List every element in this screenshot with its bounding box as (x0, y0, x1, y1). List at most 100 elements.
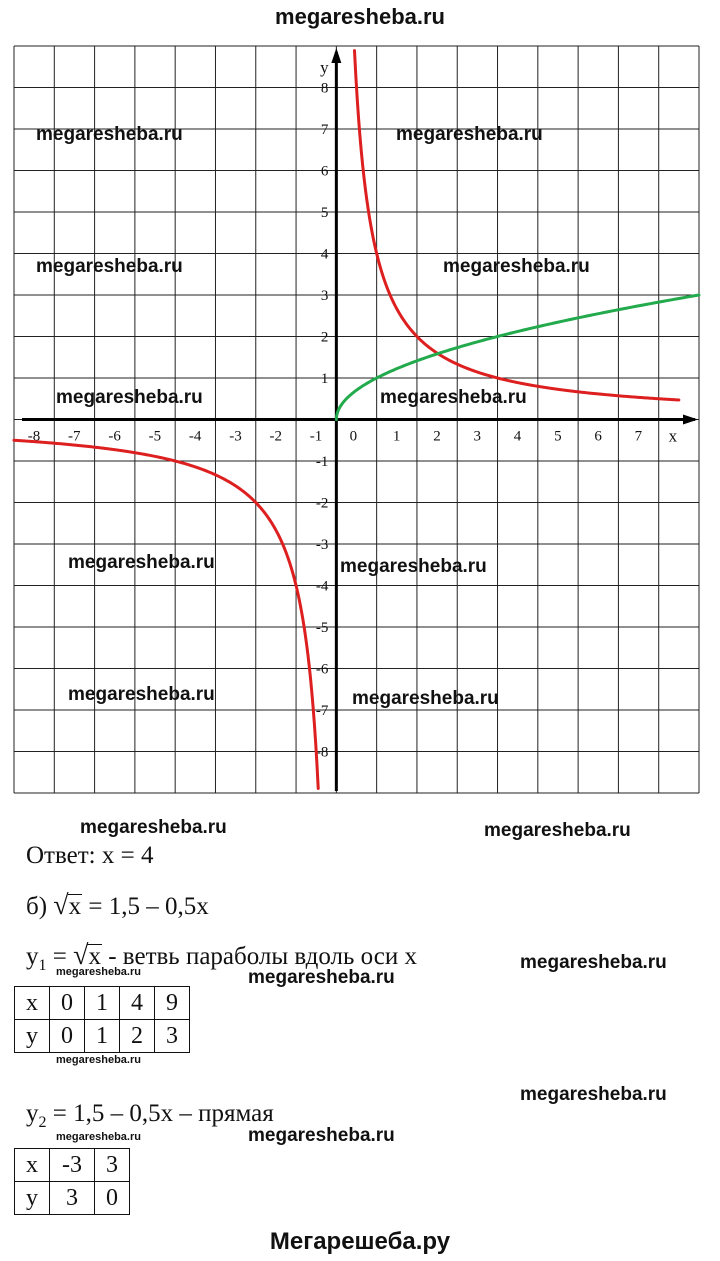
watermark: megaresheba.ru (484, 820, 631, 841)
site-footer: Мегарешеба.ру (269, 1228, 451, 1255)
watermark: megaresheba.ru (80, 817, 227, 838)
table-cell: 2 (119, 1019, 155, 1053)
watermark: megaresheba.ru (443, 256, 590, 277)
y-tick-label: 6 (321, 164, 329, 180)
table-cell: -3 (49, 1148, 95, 1182)
x-tick-label: 3 (473, 429, 481, 445)
site-header: megaresheba.ru (275, 4, 445, 29)
tick-labels: -8 -7 -6 -5 -4 -3 -2 -1 0 1 2 3 4 5 6 7 8 7 6 5 4 3 2 1 -1 -2 -3 -4… (28, 58, 678, 761)
sqrt-expression: √x (73, 940, 102, 971)
function-graph: -8 -7 -6 -5 -4 -3 -2 -1 0 1 2 3 4 5 6 7 8 7 6 5 4 3 2 1 -1 -2 -3 -4… (12, 45, 701, 794)
x-tick-label: -4 (189, 429, 202, 445)
y1-description: - ветвь параболы вдоль оси x (101, 943, 417, 970)
watermark: megaresheba.ru (380, 387, 527, 408)
table-cell: 3 (154, 1019, 190, 1053)
watermark: megaresheba.ru (248, 967, 395, 988)
y1-var: y (26, 943, 39, 970)
x-tick-label: 5 (554, 429, 562, 445)
y-tick-label: -2 (316, 496, 329, 512)
equation-b: б) √x = 1,5 – 0,5x (26, 890, 209, 922)
sqrt-curve (334, 293, 701, 421)
y-axis-label: y (320, 58, 329, 77)
y-tick-label: 1 (321, 371, 329, 387)
part-label: б) (26, 893, 54, 920)
x-tick-label: 7 (635, 429, 643, 445)
y2-definition: y2 = 1,5 – 0,5x – прямая (26, 1100, 274, 1132)
axes (22, 48, 698, 791)
table-cell: 3 (94, 1148, 130, 1182)
x-tick-label: 2 (433, 429, 441, 445)
y2-sub: 2 (38, 1114, 47, 1131)
equation-rhs: = 1,5 – 0,5x (82, 893, 209, 920)
x-tick-label: -5 (149, 429, 162, 445)
y-tick-label: -4 (316, 579, 329, 595)
table-header-x: x (14, 1148, 50, 1182)
x-axis-label: x (669, 427, 678, 446)
y-tick-label: 2 (321, 330, 329, 346)
sqrt-argument: x (87, 943, 102, 970)
y-tick-label: 5 (321, 205, 329, 221)
sqrt-expression: √x (53, 890, 83, 921)
table-row: x -3 3 (14, 1148, 130, 1182)
y2-var: y (26, 1100, 39, 1127)
curves (12, 49, 701, 790)
x-tick-label: 1 (393, 429, 401, 445)
table-cell: 4 (119, 986, 155, 1020)
y-tick-label: -7 (316, 703, 329, 719)
x-tick-label: -3 (229, 429, 242, 445)
x-tick-label: -2 (270, 429, 283, 445)
x-tick-label: 0 (350, 429, 358, 445)
table-cell: 1 (84, 986, 120, 1020)
values-table-y1: x 0 1 4 9 y 0 1 2 3 (14, 986, 190, 1053)
table-cell: 0 (49, 1019, 85, 1053)
y1-sub: 1 (38, 957, 47, 974)
watermark: megaresheba.ru (248, 1125, 395, 1146)
y2-description: = 1,5 – 0,5x – прямая (46, 1100, 274, 1127)
y1-definition: y1 = √x - ветвь параболы вдоль оси x (26, 940, 417, 975)
table-cell: 1 (84, 1019, 120, 1053)
y-tick-label: 4 (321, 247, 329, 263)
table-header-y: y (14, 1019, 50, 1053)
y-tick-label: -5 (316, 620, 329, 636)
watermark: megaresheba.ru (56, 1054, 141, 1066)
answer-line: Ответ: x = 4 (26, 842, 154, 869)
hyperbola-branch (12, 438, 320, 790)
x-axis-arrow (683, 414, 698, 425)
watermark: megaresheba.ru (56, 387, 203, 408)
watermark: megaresheba.ru (396, 124, 543, 145)
table-cell: 3 (49, 1181, 95, 1215)
table-row: y 3 0 (14, 1181, 130, 1215)
watermark: megaresheba.ru (36, 124, 183, 145)
watermark: megaresheba.ru (68, 552, 215, 573)
table-row: x 0 1 4 9 (14, 986, 190, 1020)
watermark: megaresheba.ru (520, 1084, 667, 1105)
y-tick-label: -3 (316, 537, 329, 553)
table-cell: 9 (154, 986, 190, 1020)
watermark: megaresheba.ru (68, 684, 215, 705)
x-tick-label: -6 (108, 429, 121, 445)
y-tick-label: -6 (316, 662, 329, 678)
x-tick-label: 6 (594, 429, 602, 445)
table-cell: 0 (94, 1181, 130, 1215)
table-row: y 0 1 2 3 (14, 1019, 190, 1053)
table-cell: 0 (49, 986, 85, 1020)
y-tick-label: 3 (321, 288, 329, 304)
x-tick-label: 4 (514, 429, 522, 445)
x-tick-label: -7 (68, 429, 81, 445)
y1-eq: = (46, 943, 74, 970)
table-header-y: y (14, 1181, 50, 1215)
y-tick-label: -8 (316, 745, 329, 761)
watermark: megaresheba.ru (520, 952, 667, 973)
y-tick-label: 7 (321, 122, 329, 138)
watermark: megaresheba.ru (56, 1131, 141, 1143)
watermark: megaresheba.ru (36, 256, 183, 277)
values-table-y2: x -3 3 y 3 0 (14, 1148, 130, 1215)
watermark: megaresheba.ru (352, 688, 499, 709)
watermark: megaresheba.ru (340, 556, 487, 577)
y-tick-label: -1 (316, 454, 329, 470)
table-header-x: x (14, 986, 50, 1020)
hyperbola-branch (352, 49, 681, 402)
y-axis-arrow (331, 48, 342, 63)
watermark: megaresheba.ru (56, 966, 141, 978)
y-tick-label: 8 (321, 81, 329, 97)
